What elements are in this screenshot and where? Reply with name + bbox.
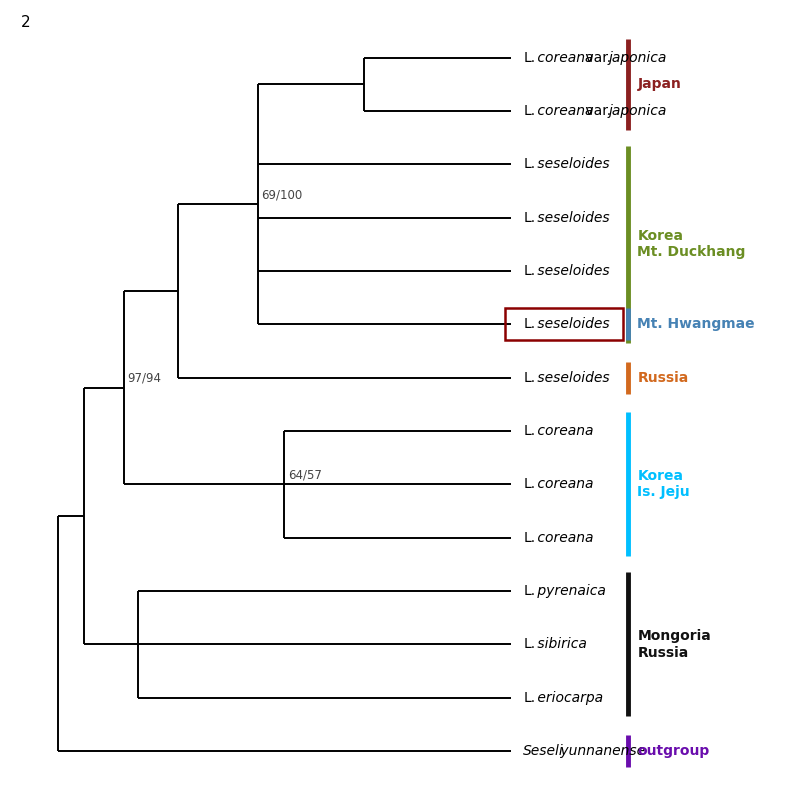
Text: sibirica: sibirica	[533, 638, 587, 651]
Text: 97/94: 97/94	[128, 372, 162, 385]
Text: Russia: Russia	[637, 370, 688, 385]
Text: L.: L.	[523, 370, 536, 385]
Text: Seseli: Seseli	[523, 745, 564, 758]
Text: coreana: coreana	[533, 104, 594, 118]
Text: L.: L.	[523, 264, 536, 278]
Text: Mongoria
Russia: Mongoria Russia	[637, 630, 711, 659]
Text: L.: L.	[523, 477, 536, 492]
Text: eriocarpa: eriocarpa	[533, 691, 603, 705]
Text: Korea
Is. Jeju: Korea Is. Jeju	[637, 469, 690, 500]
Text: pyrenaica: pyrenaica	[533, 584, 606, 598]
Text: coreana: coreana	[533, 424, 594, 438]
Text: Mt. Hwangmae: Mt. Hwangmae	[637, 318, 755, 331]
Text: 64/57: 64/57	[288, 468, 322, 482]
Text: Japan: Japan	[637, 77, 681, 91]
Text: L.: L.	[523, 424, 536, 438]
Text: outgroup: outgroup	[637, 745, 709, 758]
Text: seseloides: seseloides	[533, 370, 609, 385]
Bar	[505, 308, 623, 340]
Text: L.: L.	[523, 638, 536, 651]
Text: seseloides: seseloides	[533, 264, 609, 278]
Text: 69/100: 69/100	[261, 188, 303, 202]
Text: japonica: japonica	[608, 50, 667, 65]
Text: seseloides: seseloides	[533, 318, 609, 331]
Text: coreana: coreana	[533, 50, 594, 65]
Text: coreana: coreana	[533, 531, 594, 545]
Text: L.: L.	[523, 584, 536, 598]
Text: japonica: japonica	[608, 104, 667, 118]
Text: L.: L.	[523, 211, 536, 224]
Text: L.: L.	[523, 50, 536, 65]
Text: L.: L.	[523, 104, 536, 118]
Text: L.: L.	[523, 157, 536, 172]
Text: Korea
Mt. Duckhang: Korea Mt. Duckhang	[637, 229, 746, 259]
Text: var.: var.	[581, 50, 616, 65]
Text: yunnanense: yunnanense	[556, 745, 645, 758]
Text: coreana: coreana	[533, 477, 594, 492]
Text: L.: L.	[523, 691, 536, 705]
Text: seseloides: seseloides	[533, 157, 609, 172]
Text: 2: 2	[21, 15, 31, 30]
Text: var.: var.	[581, 104, 616, 118]
Text: L.: L.	[523, 531, 536, 545]
Text: seseloides: seseloides	[533, 211, 609, 224]
Text: L.: L.	[523, 318, 536, 331]
